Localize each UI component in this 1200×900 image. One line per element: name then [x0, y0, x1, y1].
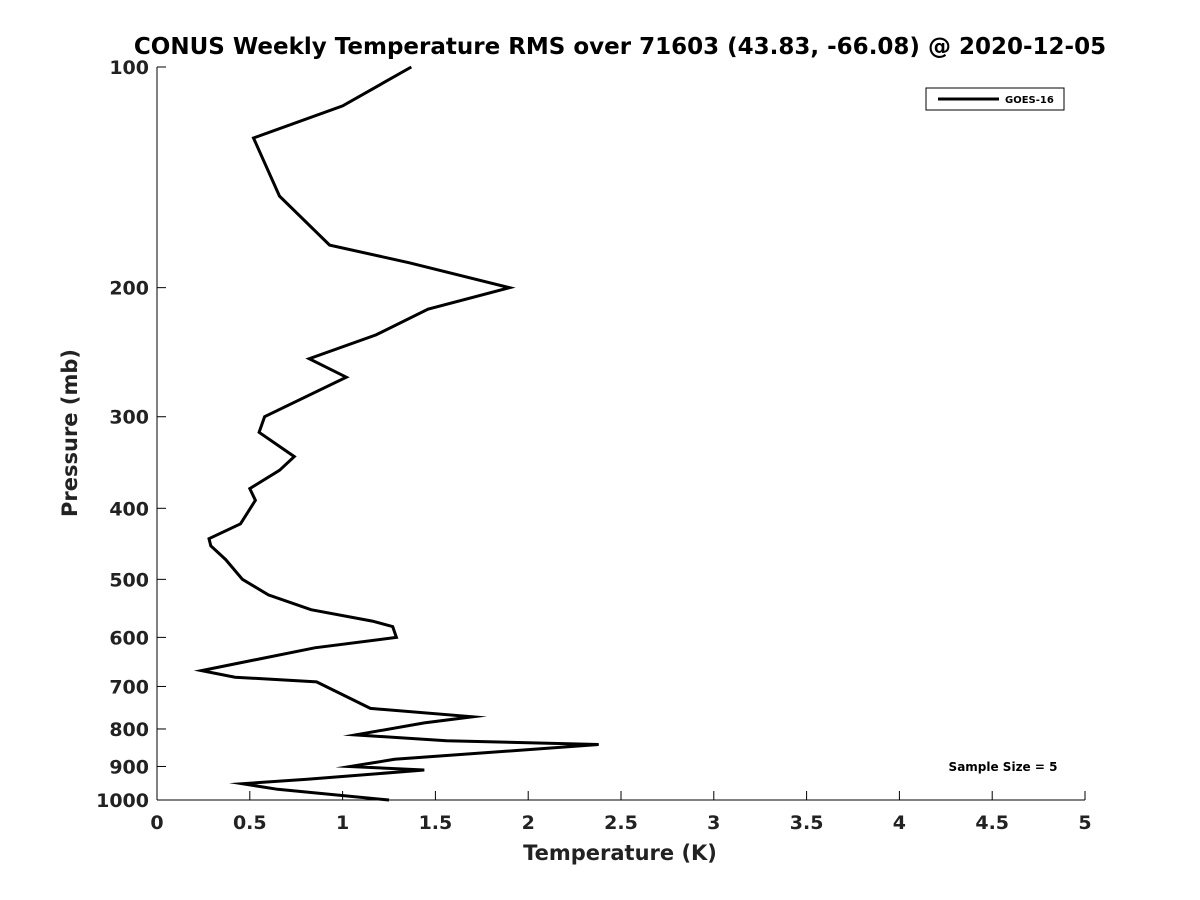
y-tick-label: 400	[109, 498, 149, 520]
x-tick-label: 0.5	[233, 812, 267, 834]
y-tick-label: 300	[109, 407, 149, 429]
x-tick-label: 3.5	[790, 812, 824, 834]
legend: GOES-16	[925, 87, 1065, 111]
y-tick-label: 800	[109, 719, 149, 741]
x-tick-label: 0	[150, 812, 163, 834]
x-tick-label: 4	[893, 812, 906, 834]
legend-label: GOES-16	[1005, 95, 1054, 106]
y-axis-label: Pressure (mb)	[58, 349, 82, 517]
y-tick-label: 600	[109, 627, 149, 649]
plot-area: 0 0.5 1 1.5 2 2.5 3 3.5 4 4.5 5 100 200 300 400 500 600 7…	[96, 57, 1092, 834]
x-tick-label: 2.5	[604, 812, 638, 834]
x-tick-label: 3	[707, 812, 720, 834]
x-axis-label: Temperature (K)	[523, 841, 717, 865]
series-line-0	[193, 65, 599, 802]
sample-size-annotation: Sample Size = 5	[949, 760, 1058, 774]
x-tick-label: 4.5	[975, 812, 1009, 834]
chart-title: CONUS Weekly Temperature RMS over 71603 …	[134, 34, 1106, 60]
x-tick-label: 2	[522, 812, 535, 834]
x-tick-label: 1	[336, 812, 349, 834]
y-tick-label: 900	[109, 756, 149, 778]
x-tick-label: 1.5	[419, 812, 453, 834]
y-tick-label: 200	[109, 278, 149, 300]
y-tick-label: 500	[109, 569, 149, 591]
x-tick-label: 5	[1078, 812, 1091, 834]
y-tick-label: 1000	[96, 790, 149, 812]
y-tick-label: 100	[109, 57, 149, 79]
y-tick-label: 700	[109, 676, 149, 698]
